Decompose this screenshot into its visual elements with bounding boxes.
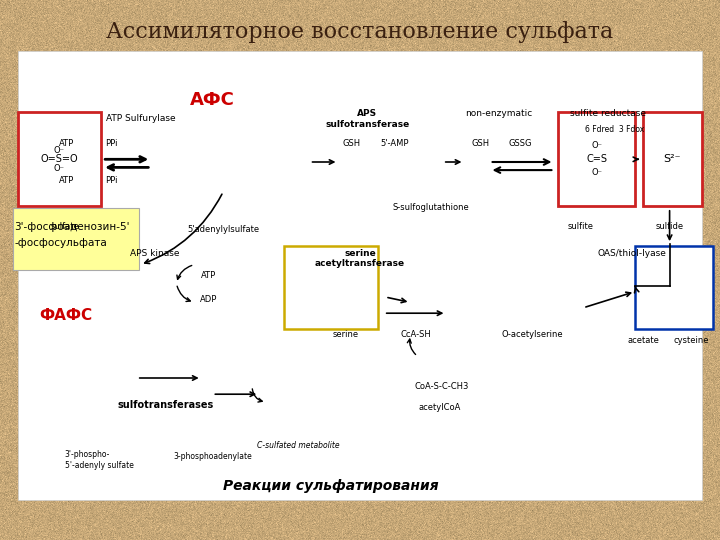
Text: acetate: acetate xyxy=(627,336,659,345)
Text: O⁻: O⁻ xyxy=(54,146,65,156)
Text: O⁻: O⁻ xyxy=(591,141,602,150)
Text: 3'-фосфоаденозин-5': 3'-фосфоаденозин-5' xyxy=(14,222,130,232)
Text: sulfide: sulfide xyxy=(655,222,684,231)
Bar xyxy=(18,112,101,206)
Text: S-sulfoglutathione: S-sulfoglutathione xyxy=(392,204,469,212)
Text: sulfotransferase: sulfotransferase xyxy=(325,120,410,129)
Text: sulfate: sulfate xyxy=(50,222,79,231)
Text: 3'-phospho-: 3'-phospho- xyxy=(65,450,110,459)
Text: ATP Sulfurylase: ATP Sulfurylase xyxy=(106,114,175,123)
Text: ATP: ATP xyxy=(59,177,75,185)
Text: sulfite: sulfite xyxy=(567,222,593,231)
Text: АФС: АФС xyxy=(190,91,235,109)
Text: ATP: ATP xyxy=(201,271,217,280)
Text: ФАФС: ФАФС xyxy=(40,308,93,323)
Text: O⁻: O⁻ xyxy=(54,164,65,173)
Text: sulfotransferases: sulfotransferases xyxy=(117,400,214,410)
Text: CoA-S-C-CH3: CoA-S-C-CH3 xyxy=(414,382,469,390)
Text: 3-phosphoadenylate: 3-phosphoadenylate xyxy=(173,452,252,461)
Text: cysteine: cysteine xyxy=(673,336,709,345)
Text: APS kinase: APS kinase xyxy=(130,249,179,258)
Text: GSSG: GSSG xyxy=(508,139,531,147)
Text: Реакции сульфатирования: Реакции сульфатирования xyxy=(223,479,439,493)
Text: S²⁻: S²⁻ xyxy=(664,154,681,164)
Text: acetyltransferase: acetyltransferase xyxy=(315,259,405,268)
Text: -фосфосульфата: -фосфосульфата xyxy=(14,238,107,248)
Text: 6 Fdred  3 Fdox: 6 Fdred 3 Fdox xyxy=(585,125,644,134)
Text: 5'adenylylsulfate: 5'adenylylsulfate xyxy=(187,225,259,234)
Text: OAS/thiol-lyase: OAS/thiol-lyase xyxy=(598,249,667,258)
Text: ADP: ADP xyxy=(200,295,217,304)
Text: GSH: GSH xyxy=(472,139,490,147)
Text: O⁻: O⁻ xyxy=(591,168,602,177)
Text: PPi: PPi xyxy=(105,177,118,185)
Text: acetylCoA: acetylCoA xyxy=(418,403,460,412)
Text: serine: serine xyxy=(344,249,376,258)
Text: APS: APS xyxy=(357,109,377,118)
Text: serine: serine xyxy=(333,330,359,339)
Text: PPi: PPi xyxy=(105,139,118,147)
Text: 5'-adenyly sulfate: 5'-adenyly sulfate xyxy=(65,461,134,470)
Text: CcA-SH: CcA-SH xyxy=(401,330,431,339)
Text: C-sulfated metabolite: C-sulfated metabolite xyxy=(258,441,340,450)
Text: O-acetylserine: O-acetylserine xyxy=(502,330,564,339)
Bar xyxy=(558,112,635,206)
Bar xyxy=(643,112,702,206)
Text: O=S=O: O=S=O xyxy=(40,154,78,164)
Text: C=S: C=S xyxy=(586,154,607,164)
Bar xyxy=(13,208,139,270)
Text: non-enzymatic: non-enzymatic xyxy=(465,109,533,118)
Text: Ассимиляторное восстановление сульфата: Ассимиляторное восстановление сульфата xyxy=(107,22,613,43)
Bar xyxy=(635,246,713,329)
Bar xyxy=(18,51,702,500)
Bar xyxy=(284,246,378,329)
Text: sulfite reductase: sulfite reductase xyxy=(570,109,647,118)
Text: GSH: GSH xyxy=(342,139,361,147)
Text: 5'-AMP: 5'-AMP xyxy=(380,139,409,147)
Text: ATP: ATP xyxy=(59,139,75,147)
